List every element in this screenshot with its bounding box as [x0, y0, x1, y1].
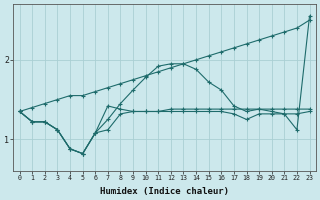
X-axis label: Humidex (Indice chaleur): Humidex (Indice chaleur)	[100, 187, 229, 196]
